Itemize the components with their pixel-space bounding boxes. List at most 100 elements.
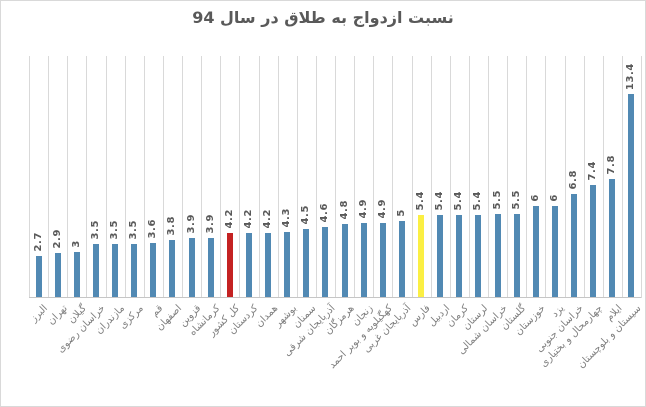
bar — [265, 233, 272, 297]
gridline — [602, 56, 604, 298]
bar-value-label: 4.9 — [376, 199, 388, 219]
gridline — [373, 56, 375, 298]
bar — [571, 194, 578, 297]
bar — [590, 185, 597, 297]
bar — [475, 215, 482, 297]
bar — [456, 215, 463, 297]
bar-value-label: 5.4 — [434, 191, 446, 211]
gridline — [526, 56, 528, 298]
bar-value-label: 4.8 — [338, 200, 350, 220]
bar-value-label: 4.2 — [223, 209, 235, 229]
gridline — [258, 56, 260, 298]
bar — [226, 233, 233, 297]
bar-value-label: 6 — [548, 194, 560, 202]
bar — [494, 214, 501, 297]
bar-value-label: 4.3 — [281, 208, 293, 228]
gridline — [488, 56, 489, 298]
bar — [169, 240, 176, 297]
chart-title: نسبت ازدواج به طلاق در سال 94 — [192, 8, 454, 27]
bar-value-label: 3.9 — [204, 214, 216, 234]
gridline — [48, 56, 50, 298]
gridline — [182, 56, 183, 298]
bar-value-label: 2.9 — [51, 229, 63, 249]
gridline — [583, 56, 585, 298]
bar — [73, 252, 80, 297]
bar-value-label: 5.4 — [472, 191, 484, 211]
bar — [35, 256, 42, 297]
gridline — [411, 56, 413, 298]
bar-value-label: 3.5 — [128, 220, 140, 240]
gridline — [507, 56, 509, 298]
gridline — [124, 56, 126, 298]
bar — [207, 238, 214, 297]
bar-value-label: 7.8 — [606, 155, 618, 175]
bar — [379, 223, 386, 297]
gridline — [201, 56, 203, 298]
gridline — [315, 56, 317, 298]
bar — [92, 244, 99, 297]
bar-value-label: 13.4 — [625, 62, 637, 90]
gridline — [86, 56, 88, 298]
category-axis: البرز تهران گیلان خراسان رضوی مازندران مرکزی ق… — [29, 298, 643, 406]
x-axis-line — [29, 297, 641, 298]
bar — [131, 244, 138, 297]
bar-value-label: 3.6 — [147, 219, 159, 239]
bar — [322, 227, 329, 297]
gridline — [296, 56, 298, 298]
bar-value-label: 6.8 — [568, 170, 580, 190]
gridline — [335, 56, 336, 298]
bar-value-label: 3.5 — [89, 220, 101, 240]
bar — [360, 223, 367, 297]
bar — [609, 179, 616, 297]
gridline — [67, 56, 69, 298]
gridline — [545, 56, 547, 298]
bar — [437, 215, 444, 297]
gridline — [564, 56, 566, 298]
bar-value-label: 7.4 — [587, 161, 599, 181]
bar — [245, 233, 252, 297]
bar — [341, 224, 348, 297]
bar — [54, 253, 61, 297]
gridline — [430, 56, 432, 298]
category-label: تهران — [45, 303, 70, 328]
bar-value-label: 4.5 — [300, 205, 312, 225]
bar-value-label: 3 — [70, 240, 82, 248]
bar-value-label: 5.5 — [510, 190, 522, 210]
bar-value-label: 3.9 — [185, 214, 197, 234]
bar-value-label: 4.9 — [357, 199, 369, 219]
gridline — [449, 56, 451, 298]
bar — [398, 221, 405, 297]
bar-value-label: 4.2 — [262, 209, 274, 229]
gridline — [354, 56, 356, 298]
gridline — [641, 56, 642, 298]
bar-value-label: 4.6 — [319, 203, 331, 223]
bar-value-label: 5.5 — [491, 190, 503, 210]
bar — [551, 206, 558, 297]
bar-value-label: 5 — [395, 209, 407, 217]
gridline — [468, 56, 470, 298]
gridline — [29, 56, 30, 298]
bar — [532, 206, 539, 297]
bar-value-label: 3.8 — [166, 216, 178, 236]
gridline — [162, 56, 164, 298]
gridline — [239, 56, 241, 298]
gridline — [392, 56, 394, 298]
bar-value-label: 3.5 — [109, 220, 121, 240]
bar — [112, 244, 119, 297]
bar — [513, 214, 520, 297]
plot-area: 2.7 2.9 3 3.5 3.5 3.5 3.6 3.8 3.9 3.9 4.2 4.2 4.2 4.3… — [29, 56, 642, 298]
gridline — [105, 56, 107, 298]
gridline — [220, 56, 222, 298]
bar-value-label: 5.4 — [415, 191, 427, 211]
gridline — [621, 56, 623, 298]
bar-value-label: 6 — [529, 194, 541, 202]
bar-value-label: 5.4 — [453, 191, 465, 211]
bar — [418, 215, 425, 297]
bar — [628, 94, 635, 297]
bar — [284, 232, 291, 297]
bar-value-label: 4.2 — [242, 209, 254, 229]
bar — [188, 238, 195, 297]
gridline — [277, 56, 279, 298]
bar-value-label: 2.7 — [32, 232, 44, 252]
